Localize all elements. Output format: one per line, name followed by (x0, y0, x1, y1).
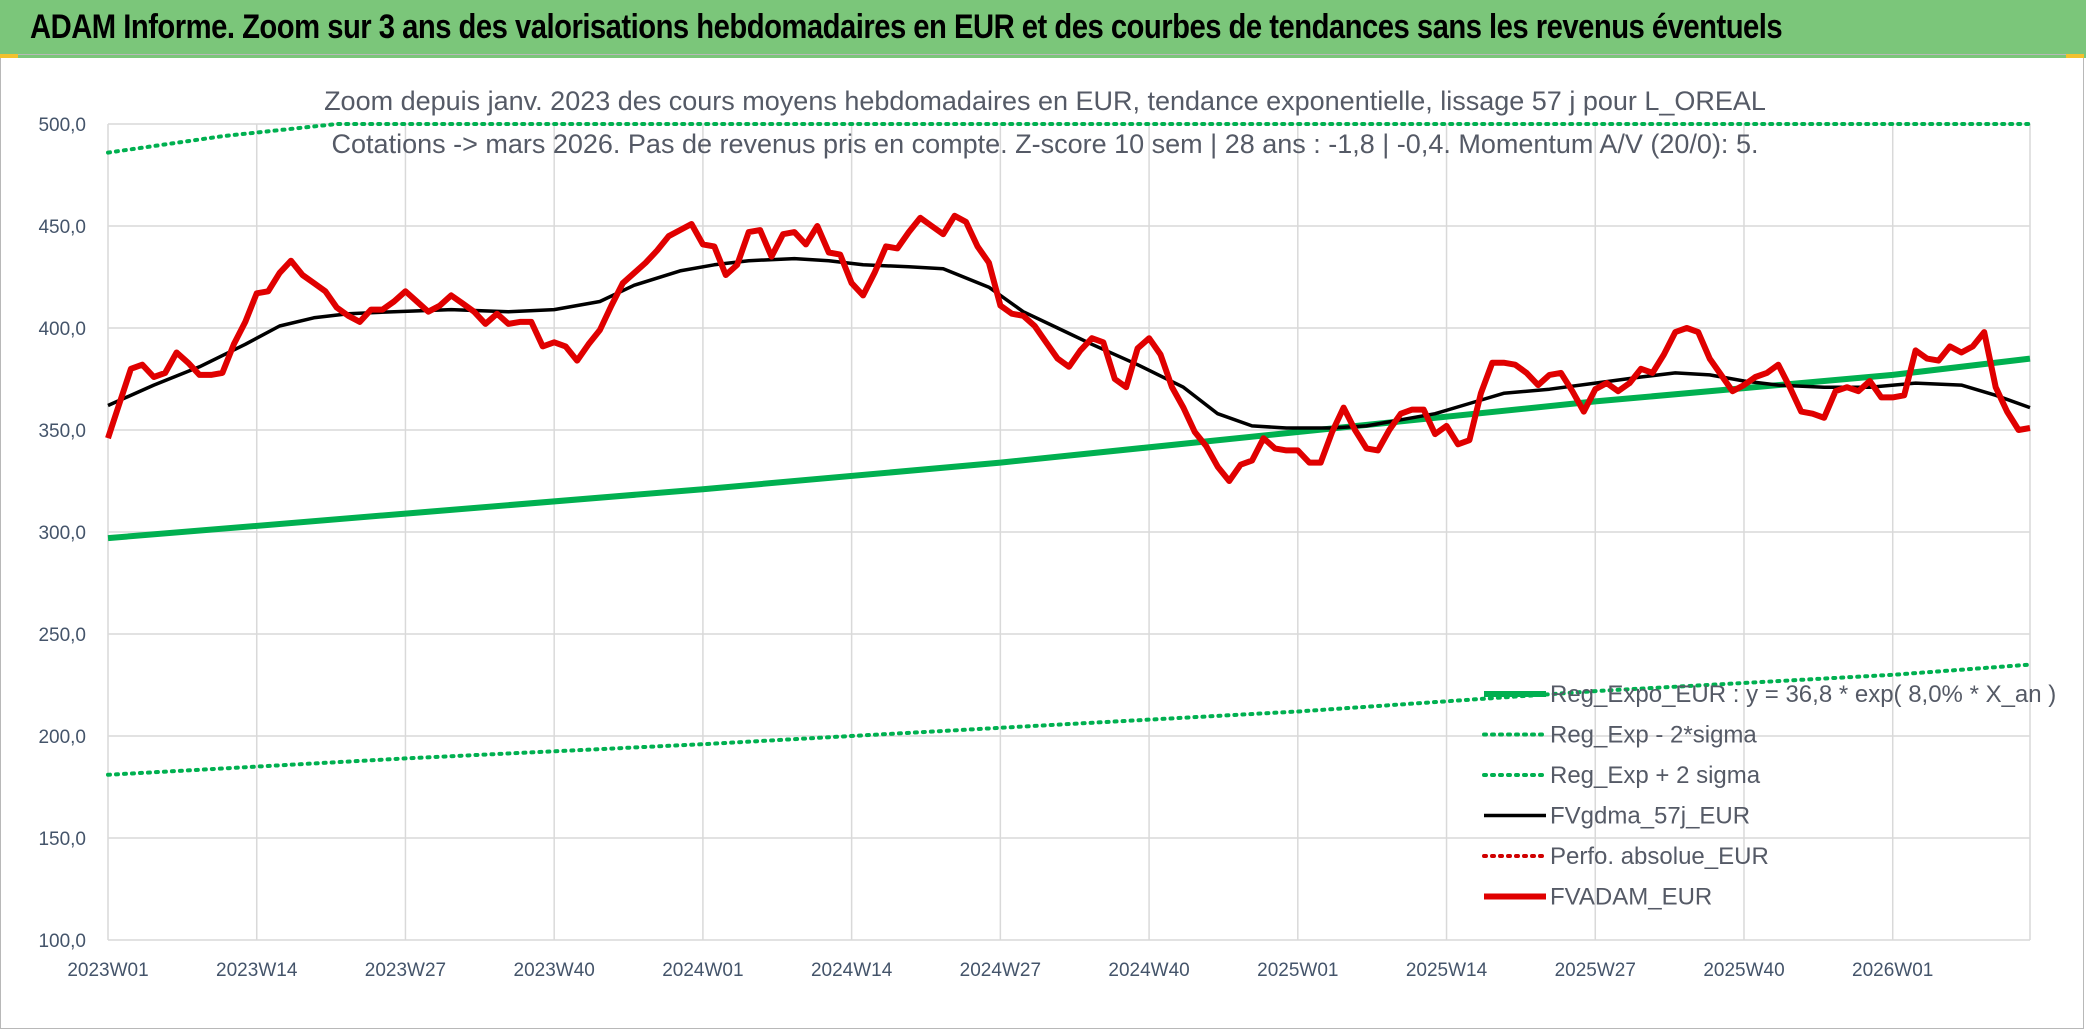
series-lines (105, 122, 2032, 777)
chart-title-line-2: Cotations -> mars 2026. Pas de revenus p… (332, 129, 1759, 159)
y-tick-label: 150,0 (38, 829, 86, 850)
series-line-0 (107, 355, 2031, 542)
legend-label-5: FVADAM_EUR (1550, 884, 1712, 911)
report-title: ADAM Informe. Zoom sur 3 ans des valoris… (30, 8, 1783, 46)
y-tick-label: 300,0 (38, 523, 86, 544)
legend-label-1: Reg_Exp - 2*sigma (1550, 722, 1757, 749)
x-tick-label: 2024W01 (662, 960, 743, 981)
y-tick-label: 500,0 (38, 115, 86, 136)
y-tick-label: 350,0 (38, 421, 86, 442)
x-axis-ticks: 2023W01 2023W14 2023W27 2023W40 2024W01 2024W… (67, 960, 1933, 981)
y-tick-label: 200,0 (38, 727, 86, 748)
x-tick-label: 2025W27 (1555, 960, 1636, 981)
x-tick-label: 2026W01 (1852, 960, 1933, 981)
series-line-1 (106, 662, 2032, 777)
x-tick-label: 2023W27 (365, 960, 446, 981)
y-tick-label: 100,0 (38, 931, 86, 952)
frame-corner-accent-left (0, 54, 18, 58)
legend-label-0: Reg_Expo_EUR : y = 36,8 * exp( 8,0% * X_… (1550, 681, 2056, 708)
y-tick-label: 450,0 (38, 217, 86, 238)
legend-label-4: Perfo. absolue_EUR (1550, 843, 1769, 870)
report-banner: ADAM Informe. Zoom sur 3 ans des valoris… (0, 0, 2086, 58)
y-tick-label: 250,0 (38, 625, 86, 646)
legend: Reg_Expo_EUR : y = 36,8 * exp( 8,0% * X_… (1482, 681, 2056, 911)
series-line-5 (105, 212, 2031, 484)
y-tick-label: 400,0 (38, 319, 86, 340)
x-tick-label: 2025W14 (1406, 960, 1488, 981)
x-tick-label: 2023W01 (67, 960, 148, 981)
x-tick-label: 2024W40 (1108, 960, 1189, 981)
frame-corner-accent-right (2066, 54, 2084, 58)
x-tick-label: 2025W40 (1703, 960, 1784, 981)
x-tick-label: 2025W01 (1257, 960, 1338, 981)
legend-label-3: FVgdma_57j_EUR (1550, 803, 1750, 830)
y-axis-ticks: 500,0 450,0 400,0 350,0 300,0 250,0 200,0 150,0… (38, 115, 86, 952)
x-tick-label: 2024W14 (811, 960, 893, 981)
gridlines (107, 123, 2031, 941)
x-tick-label: 2023W40 (514, 960, 595, 981)
legend-label-2: Reg_Exp + 2 sigma (1550, 762, 1761, 789)
chart-frame (0, 54, 2084, 1029)
x-tick-label: 2023W14 (216, 960, 298, 981)
x-tick-label: 2024W27 (960, 960, 1041, 981)
series-line-2 (106, 122, 2032, 155)
chart-title-line-1: Zoom depuis janv. 2023 des cours moyens … (324, 86, 1766, 116)
series-line-3 (107, 256, 2031, 430)
